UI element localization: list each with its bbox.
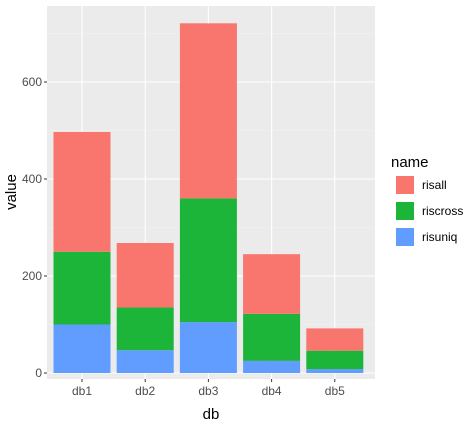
legend: name risall riscross risuniq xyxy=(391,154,463,246)
legend-label-risall: risall xyxy=(422,178,447,192)
legend-label-riscross: riscross xyxy=(422,204,463,218)
y-axis-title: value xyxy=(3,174,20,210)
bar-segment-riscross xyxy=(53,251,111,325)
legend-key-risuniq xyxy=(396,228,414,246)
legend-label-risuniq: risuniq xyxy=(422,230,457,244)
bar-segment-riscross xyxy=(306,350,364,370)
y-tick-label: 200 xyxy=(22,269,42,283)
bar-segment-risall xyxy=(306,328,364,351)
x-tick-label: db1 xyxy=(72,384,92,398)
bar-segment-risuniq xyxy=(116,350,174,373)
bar-segment-risuniq xyxy=(243,360,301,373)
y-tick-label: 400 xyxy=(22,172,42,186)
legend-key-riscross xyxy=(396,202,414,220)
bar-segment-risuniq xyxy=(179,322,237,373)
x-tick-label: db2 xyxy=(135,384,155,398)
bar-segment-risall xyxy=(179,23,237,199)
bar-segment-risuniq xyxy=(53,324,111,373)
bar-segment-riscross xyxy=(179,198,237,323)
legend-key-risall xyxy=(396,176,414,194)
y-axis-ticks: 0 200 400 600 xyxy=(22,75,47,380)
bar-segment-risall xyxy=(116,243,174,308)
x-tick-label: db3 xyxy=(198,384,218,398)
legend-title: name xyxy=(391,154,429,171)
bar-segment-risall xyxy=(243,254,301,314)
x-tick-label: db5 xyxy=(325,384,345,398)
bar-segment-risall xyxy=(53,131,111,252)
x-tick-label: db4 xyxy=(262,384,282,398)
bar-segment-riscross xyxy=(116,307,174,351)
x-axis-title: db xyxy=(203,406,220,423)
x-axis-ticks: db1 db2 db3 db4 db5 xyxy=(72,379,345,398)
y-tick-label: 600 xyxy=(22,75,42,89)
bar-segment-risuniq xyxy=(306,369,364,373)
bar-segment-riscross xyxy=(243,313,301,361)
y-tick-label: 0 xyxy=(35,366,42,380)
bar-segments xyxy=(53,23,364,373)
